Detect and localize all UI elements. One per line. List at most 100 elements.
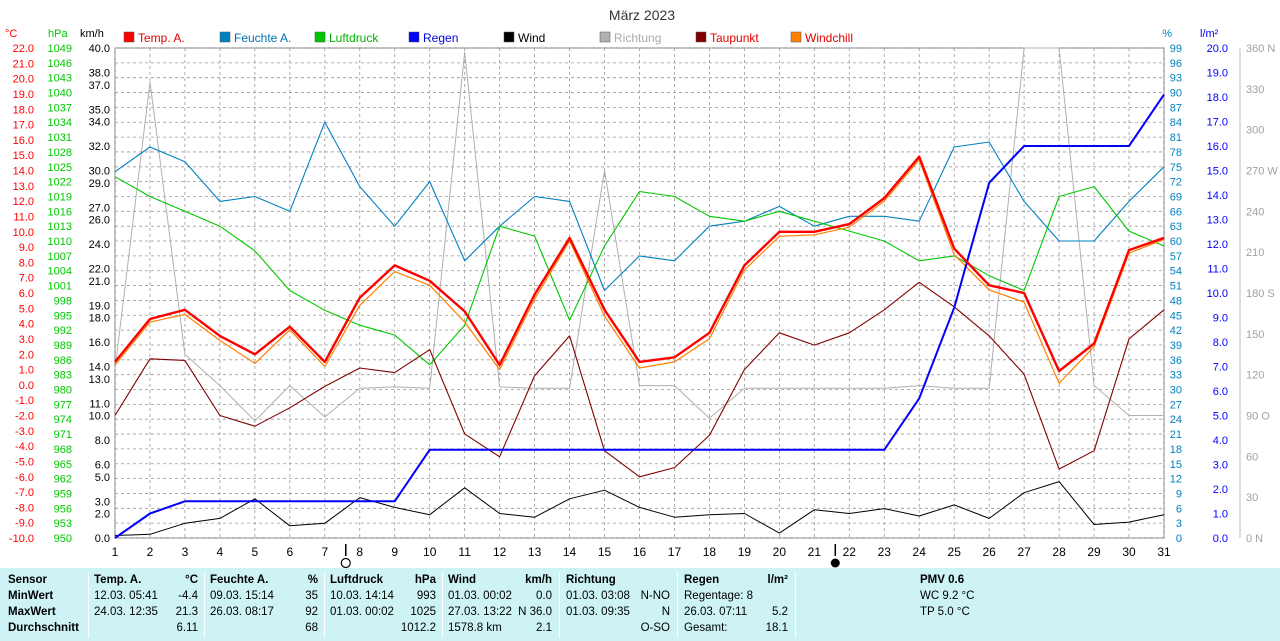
wind-tick-label: 10.0 — [89, 411, 110, 423]
temp-tick-label: 8.0 — [19, 257, 34, 269]
humidity-tick-label: 33 — [1170, 370, 1182, 382]
wind-tick-label: 13.0 — [89, 374, 110, 386]
pressure-tick-label: 1007 — [48, 251, 72, 263]
x-tick-label: 16 — [633, 545, 647, 559]
temp-tick-label: -2.0 — [15, 411, 34, 423]
x-tick-label: 1 — [112, 545, 119, 559]
stats-unit: km/h — [525, 574, 552, 586]
rain-tick-label: 3.0 — [1213, 460, 1228, 472]
rain-tick-label: 5.0 — [1213, 411, 1228, 423]
x-tick-label: 13 — [528, 545, 542, 559]
pressure-tick-label: 950 — [54, 533, 72, 545]
legend-swatch — [314, 31, 326, 43]
direction-tick-label: 330 — [1246, 84, 1264, 96]
direction-tick-label: 150 — [1246, 329, 1264, 341]
x-tick-label: 29 — [1087, 545, 1101, 559]
x-tick-label: 3 — [182, 545, 189, 559]
pressure-tick-label: 986 — [54, 355, 72, 367]
humidity-tick-label: 93 — [1170, 73, 1182, 85]
pressure-tick-label: 956 — [54, 503, 72, 515]
stats-value: N — [661, 606, 670, 618]
stats-time: 01.03. 00:02 — [448, 590, 512, 602]
humidity-tick-label: 18 — [1170, 444, 1182, 456]
legend-swatch — [790, 31, 802, 43]
wind-tick-label: 38.0 — [89, 68, 110, 80]
temp-tick-label: 10.0 — [13, 227, 34, 239]
stats-pmv-title: PMV 0.6 — [920, 574, 965, 586]
humidity-tick-label: 69 — [1170, 191, 1182, 203]
temp-tick-label: 1.0 — [19, 365, 34, 377]
pressure-tick-label: 1034 — [48, 117, 72, 129]
legend-label: Taupunkt — [710, 31, 759, 45]
x-tick-label: 20 — [773, 545, 787, 559]
x-tick-label: 11 — [458, 545, 471, 559]
x-tick-label: 6 — [286, 545, 293, 559]
pressure-tick-label: 983 — [54, 370, 72, 382]
x-tick-label: 8 — [356, 545, 363, 559]
stats-value: 6.11 — [176, 622, 198, 634]
temp-tick-label: 2.0 — [19, 349, 34, 361]
x-tick-label: 10 — [423, 545, 437, 559]
pressure-tick-label: 1031 — [48, 132, 72, 144]
humidity-tick-label: 27 — [1170, 399, 1182, 411]
x-tick-label: 30 — [1122, 545, 1136, 559]
temp-tick-label: -1.0 — [15, 395, 34, 407]
stats-unit: % — [307, 574, 318, 586]
x-tick-label: 28 — [1052, 545, 1066, 559]
direction-tick-label: 360 N — [1246, 43, 1275, 55]
temp-tick-label: 3.0 — [19, 334, 34, 346]
humidity-tick-label: 9 — [1176, 488, 1182, 500]
direction-tick-label: 120 — [1246, 370, 1264, 382]
stats-pressure: Luftdruck hPa 10.03. 14:14 993 01.03. 00:0… — [330, 572, 436, 636]
wind-tick-label: 32.0 — [89, 141, 110, 153]
temp-tick-label: -9.0 — [15, 518, 34, 530]
x-tick-label: 7 — [321, 545, 328, 559]
wind-tick-label: 18.0 — [89, 313, 110, 325]
legend-swatch — [408, 31, 420, 43]
legend-swatch — [503, 31, 515, 43]
rain-tick-label: 15.0 — [1207, 166, 1228, 178]
stats-panel: Sensor MinWert MaxWert Durchschnitt Temp… — [0, 568, 1280, 641]
humidity-tick-label: 0 — [1176, 533, 1182, 545]
stats-unit: l/m² — [767, 574, 788, 586]
stats-value: O-SO — [640, 622, 670, 634]
wind-tick-label: 35.0 — [89, 104, 110, 116]
humidity-tick-label: 39 — [1170, 340, 1182, 352]
temp-tick-label: 20.0 — [13, 74, 34, 86]
rain-tick-label: 10.0 — [1207, 288, 1228, 300]
direction-tick-label: 300 — [1246, 125, 1264, 137]
temp-tick-label: 22.0 — [13, 43, 34, 55]
wind-tick-label: 19.0 — [89, 300, 110, 312]
legend-label: Windchill — [805, 31, 853, 45]
pressure-tick-label: 977 — [54, 399, 72, 411]
stats-sensor-title: Sensor — [8, 574, 47, 586]
stats-value: 1025 — [410, 606, 436, 618]
stats-title: Regen — [684, 574, 720, 586]
stats-time: Regentage: 8 — [684, 590, 754, 602]
stats-time: 01.03. 03:08 — [566, 590, 630, 602]
pressure-tick-label: 1028 — [48, 147, 72, 159]
pressure-tick-label: 989 — [54, 340, 72, 352]
direction-tick-label: 0 N — [1246, 533, 1263, 545]
stats-title: Temp. A. — [94, 574, 142, 586]
stats-time: 26.03. 07:11 — [684, 606, 748, 618]
x-tick-label: 14 — [563, 545, 577, 559]
series-line-feuchte-a — [114, 121, 1165, 292]
legend-label: Luftdruck — [329, 31, 379, 45]
wind-tick-label: 8.0 — [95, 435, 110, 447]
x-tick-label: 31 — [1157, 545, 1171, 559]
pressure-unit-label: hPa — [48, 28, 68, 40]
humidity-tick-label: 60 — [1170, 236, 1182, 248]
humidity-tick-label: 15 — [1170, 459, 1182, 471]
wind-tick-label: 40.0 — [89, 43, 110, 55]
temp-tick-label: 12.0 — [13, 196, 34, 208]
stats-value: 35 — [305, 590, 318, 602]
humidity-tick-label: 36 — [1170, 355, 1182, 367]
stats-humidity: Feuchte A.% 09.03. 15:14 35 26.03. 08:17 9… — [210, 572, 318, 636]
legend-swatch — [599, 31, 611, 43]
stats-windchill: WC 9.2 °C — [920, 590, 975, 602]
legend-label: Richtung — [614, 31, 661, 45]
stats-row-label: Durchschnitt — [8, 622, 79, 634]
temp-tick-label: -3.0 — [15, 426, 34, 438]
pressure-tick-label: 1025 — [48, 162, 72, 174]
